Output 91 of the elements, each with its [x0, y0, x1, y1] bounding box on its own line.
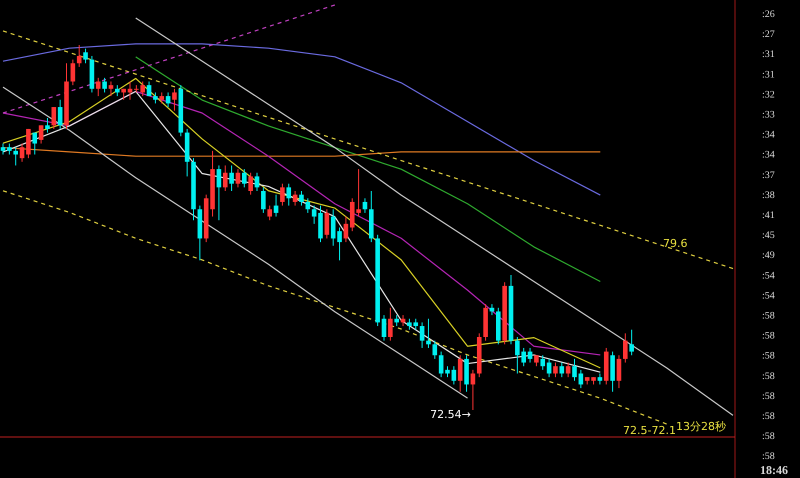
candlestick	[426, 318, 431, 348]
candlestick	[248, 172, 253, 196]
candlestick	[344, 216, 348, 243]
text: :58	[762, 390, 775, 402]
candlestick	[280, 183, 285, 206]
candlestick	[629, 329, 634, 356]
candlestick	[229, 164, 234, 192]
candlestick	[324, 208, 330, 239]
candlestick	[299, 190, 304, 206]
text: :31	[762, 69, 775, 80]
candlestick	[140, 81, 145, 97]
text: :32	[762, 89, 775, 100]
candlestick	[274, 194, 278, 218]
text: :31	[762, 49, 775, 60]
annotation: 79.6	[663, 237, 688, 250]
text: :58	[762, 310, 775, 322]
candlestick	[242, 168, 247, 188]
candlestick	[236, 168, 240, 188]
candlestick	[490, 304, 494, 316]
candlestick	[470, 369, 476, 410]
candlestick	[400, 314, 406, 327]
candlestick	[458, 354, 462, 392]
candlestick	[388, 307, 393, 342]
text: :54	[762, 290, 775, 302]
candlestick	[96, 77, 101, 97]
text: :34	[762, 150, 775, 161]
candlestick	[115, 84, 120, 97]
candlestick	[553, 362, 558, 378]
text: :58	[762, 370, 775, 382]
text: 18:46	[760, 463, 788, 477]
candlestick	[166, 92, 170, 108]
candlestick	[108, 81, 114, 97]
candlestick	[172, 88, 177, 112]
candlestick	[394, 314, 399, 327]
candlestick	[337, 227, 342, 261]
text: :41	[762, 210, 775, 221]
candlestick	[528, 347, 532, 364]
candlestick	[32, 132, 38, 155]
candlestick	[330, 208, 336, 246]
candlestick	[261, 186, 266, 214]
candlestick	[38, 124, 44, 144]
annotation: 13分28秒	[676, 420, 726, 433]
candlestick	[566, 362, 570, 378]
text: :38	[762, 190, 775, 201]
candlestick	[623, 332, 628, 364]
text: :54	[762, 270, 775, 282]
candlestick	[267, 205, 272, 221]
candlestick	[420, 322, 424, 348]
text: :58	[762, 350, 775, 362]
candlestick	[540, 354, 546, 370]
candlestick	[52, 106, 56, 130]
candlestick	[102, 77, 107, 93]
candlestick	[83, 48, 88, 64]
candlestick	[598, 373, 602, 385]
text: :26	[762, 9, 775, 20]
candlestick	[13, 146, 18, 166]
text: :49	[762, 250, 775, 262]
text: :33	[762, 110, 775, 120]
candlestick	[58, 99, 62, 130]
candlestick	[254, 172, 260, 192]
text: :58	[762, 330, 775, 342]
candlestick	[222, 164, 228, 192]
candlestick	[159, 92, 164, 104]
candlestick	[153, 92, 158, 104]
annotation: 72.54→	[430, 408, 471, 421]
text: :27	[762, 29, 775, 40]
candlestick	[216, 164, 222, 221]
text: :45	[762, 230, 775, 242]
candlestick	[362, 198, 368, 214]
candlestick	[45, 118, 50, 134]
text: :37	[762, 170, 775, 181]
candlestick	[515, 336, 520, 374]
candlestick	[146, 81, 152, 97]
candlestick	[616, 354, 622, 389]
candlestick	[521, 347, 526, 367]
text: :58	[762, 431, 775, 442]
annotation: 72.5-72.1	[623, 424, 676, 437]
candlestick	[546, 358, 552, 378]
candlestick	[292, 190, 298, 206]
candlestick	[432, 340, 438, 360]
text: :58	[762, 451, 775, 462]
candlestick	[286, 183, 292, 206]
candlestick	[407, 318, 412, 330]
candlestick	[306, 198, 310, 214]
text: :34	[762, 130, 775, 141]
candlestick	[70, 59, 76, 86]
candlestick	[560, 362, 564, 378]
candlestick	[76, 44, 82, 68]
candlestick	[413, 318, 418, 330]
text: :58	[762, 411, 775, 422]
candlestick	[356, 168, 361, 218]
